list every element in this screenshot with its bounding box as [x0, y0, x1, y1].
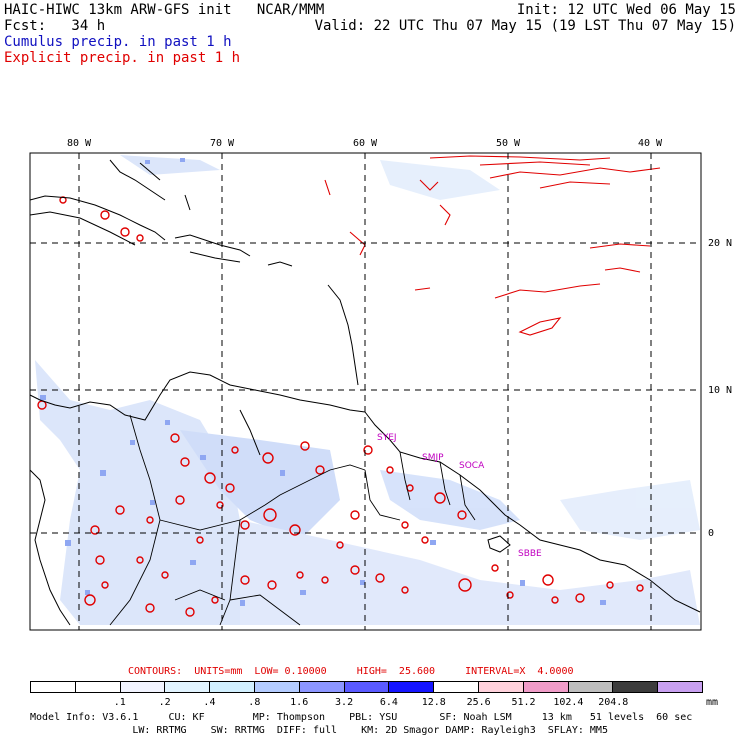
model-info-line2: LW: RRTMG SW: RRTMG DIFF: full KM: 2D Sm…: [30, 725, 608, 736]
station-syej: SYEJ: [377, 433, 397, 443]
model-info-line1: Model Info: V3.6.1 CU: KF MP: Thompson P…: [30, 712, 693, 723]
lon-label-80w: 80 W: [67, 138, 92, 149]
plot-title: HAIC-HIWC 13km ARW-GFS init NCAR/MMM: [4, 2, 325, 18]
lat-label-0: 0: [708, 528, 714, 539]
cumulus-legend: Cumulus precip. in past 1 h: [4, 34, 232, 50]
colorbar-cell: [434, 682, 479, 692]
colorbar-cell: [165, 682, 211, 692]
colorbar-cell: [613, 682, 659, 692]
colorbar-cell: [120, 682, 166, 692]
lon-label-40w: 40 W: [638, 138, 663, 149]
forecast-hour: Fcst: 34 h: [4, 18, 106, 34]
cumulus-precip-layer: [35, 155, 700, 625]
colorbar-label: .1: [113, 697, 126, 708]
colorbar-label: .2: [158, 697, 171, 708]
colorbar-label: 204.8: [598, 697, 629, 708]
colorbar-label: .4: [203, 697, 216, 708]
colorbar-cell: [478, 682, 524, 692]
lat-label-10n: 10 N: [708, 385, 732, 396]
init-time: Init: 12 UTC Wed 06 May 15: [516, 2, 736, 18]
colorbar-cell: [568, 682, 614, 692]
colorbar-label: 51.2: [511, 697, 536, 708]
precip-colorbar: [30, 681, 703, 693]
explicit-legend: Explicit precip. in past 1 h: [4, 50, 241, 66]
colorbar-cell: [299, 682, 345, 692]
colorbar-cell: [75, 682, 121, 692]
coastline-layer: [29, 159, 701, 626]
colorbar-label: .8: [248, 697, 261, 708]
contours-info: CONTOURS: UNITS=mm LOW= 0.10000 HIGH= 25…: [128, 666, 574, 677]
colorbar-label: 25.6: [466, 697, 491, 708]
valid-time: Valid: 22 UTC Thu 07 May 15 (19 LST Thu …: [314, 18, 736, 34]
colorbar-label: 102.4: [553, 697, 584, 708]
colorbar-cell: [210, 682, 255, 692]
colorbar-cell: [31, 682, 76, 692]
lon-label-70w: 70 W: [210, 138, 235, 149]
precip-map: 80 W 70 W 60 W 50 W 40 W 20 N 10 N 0 SYE…: [29, 138, 732, 631]
colorbar-cell: [254, 682, 300, 692]
lon-label-60w: 60 W: [353, 138, 378, 149]
station-sbbe: SBBE: [518, 549, 542, 559]
graticule: [30, 153, 701, 630]
colorbar-units: mm: [706, 697, 719, 708]
colorbar-cell: [658, 682, 702, 692]
colorbar-cell: [523, 682, 569, 692]
colorbar-label: 6.4: [379, 697, 398, 708]
explicit-precip-layer: [37, 155, 661, 617]
lon-label-50w: 50 W: [496, 138, 521, 149]
colorbar-label: 12.8: [421, 697, 446, 708]
colorbar-cell: [344, 682, 390, 692]
station-smjp: SMJP: [422, 453, 444, 463]
border-layer: [109, 414, 476, 626]
colorbar-label: 3.2: [335, 697, 354, 708]
colorbar-label: 1.6: [290, 697, 309, 708]
station-soca: SOCA: [459, 461, 485, 471]
colorbar-cell: [389, 682, 435, 692]
lat-label-20n: 20 N: [708, 238, 732, 249]
